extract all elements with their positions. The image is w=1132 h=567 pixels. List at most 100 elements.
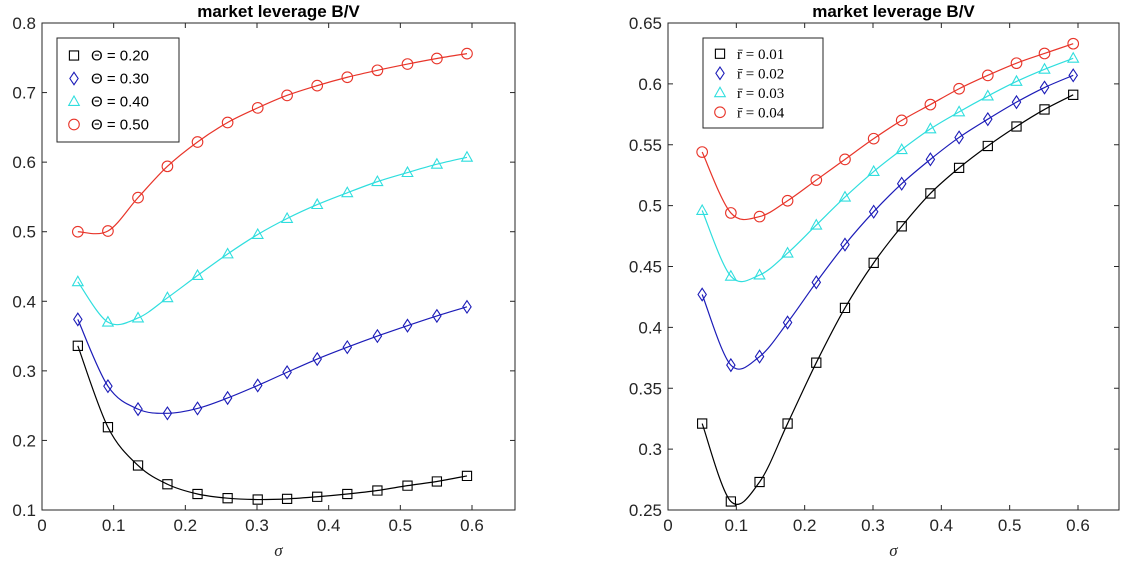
- data-point: [924, 122, 937, 134]
- data-point: [781, 194, 794, 207]
- data-point: [461, 47, 473, 60]
- y-tick-label: 0.7: [12, 84, 36, 103]
- data-point: [1010, 74, 1023, 86]
- data-point: [696, 146, 709, 158]
- legend-label: Θ = 0.50: [91, 117, 149, 134]
- legend-label: r̄ = 0.04: [737, 105, 785, 121]
- x-tick-label: 0.5: [389, 516, 413, 535]
- data-point: [431, 52, 443, 65]
- data-point: [810, 218, 823, 230]
- data-point: [103, 378, 113, 394]
- data-point: [401, 58, 414, 70]
- legend-marker: [714, 48, 726, 59]
- data-point: [925, 152, 936, 167]
- data-point: [222, 493, 233, 504]
- y-tick-label: 0.2: [12, 431, 36, 450]
- data-point: [281, 89, 293, 102]
- data-point: [191, 268, 204, 281]
- series-1: [697, 89, 1079, 507]
- data-point: [342, 340, 353, 355]
- y-tick-label: 0.45: [629, 258, 662, 277]
- data-point: [724, 269, 738, 281]
- x-tick-label: 0.4: [317, 516, 341, 535]
- data-point: [754, 349, 765, 364]
- series-4: [696, 37, 1080, 223]
- legend-label: r̄ = 0.01: [737, 47, 784, 63]
- data-point: [839, 153, 851, 166]
- y-tick-label: 0.5: [638, 197, 662, 216]
- data-point: [132, 191, 144, 204]
- data-point: [191, 136, 204, 148]
- data-point: [953, 82, 965, 95]
- y-tick-label: 0.6: [12, 153, 36, 172]
- legend-marker: [714, 106, 726, 119]
- data-point: [782, 418, 793, 429]
- legend-marker: [69, 71, 79, 86]
- data-point: [161, 291, 174, 303]
- data-point: [954, 130, 964, 145]
- data-point: [811, 357, 822, 368]
- x-tick-label: 0.1: [102, 516, 126, 535]
- legend-label: r̄ = 0.02: [737, 66, 784, 82]
- data-point: [895, 142, 908, 155]
- data-point: [430, 157, 444, 169]
- x-tick-label: 0.3: [245, 516, 269, 535]
- data-point: [280, 211, 294, 223]
- data-point: [251, 102, 264, 114]
- legend-label: Θ = 0.20: [91, 48, 149, 65]
- data-point: [896, 176, 907, 191]
- data-point: [161, 160, 174, 173]
- data-point: [1066, 51, 1080, 63]
- legend: r̄ = 0.01 r̄ = 0.02 r̄ = 0.03 r̄ = 0.04: [702, 37, 824, 129]
- data-point: [952, 105, 966, 117]
- data-point: [101, 315, 115, 327]
- data-point: [1039, 104, 1050, 115]
- data-point: [1011, 94, 1022, 110]
- legend-marker: [68, 118, 80, 131]
- data-point: [1068, 89, 1079, 100]
- data-point: [1068, 68, 1079, 83]
- data-point: [726, 357, 736, 373]
- y-tick-label: 0.8: [12, 14, 36, 33]
- data-point: [221, 247, 234, 259]
- x-tick-label: 0.3: [861, 516, 885, 535]
- y-tick-label: 0.6: [638, 75, 662, 94]
- data-point: [868, 204, 879, 219]
- y-tick-label: 0.35: [629, 379, 662, 398]
- data-point: [460, 150, 474, 162]
- data-point: [372, 485, 383, 496]
- x-tick-label: 0: [37, 516, 46, 535]
- series-line: [77, 53, 468, 235]
- data-point: [282, 365, 292, 380]
- legend-marker: [713, 86, 727, 98]
- data-point: [371, 174, 384, 187]
- data-point: [221, 116, 234, 129]
- series-1: [72, 340, 473, 505]
- series-4: [71, 47, 473, 238]
- data-point: [71, 225, 84, 238]
- data-point: [982, 140, 993, 152]
- legend-label: Θ = 0.40: [91, 94, 149, 111]
- data-point: [1038, 47, 1051, 60]
- data-point: [132, 460, 144, 471]
- data-point: [252, 494, 263, 505]
- series-3: [71, 150, 474, 327]
- data-point: [162, 406, 173, 421]
- data-point: [251, 227, 264, 239]
- data-point: [810, 174, 823, 186]
- legend-box: [56, 37, 180, 143]
- legend-label: r̄ = 0.03: [737, 86, 784, 102]
- data-point: [71, 275, 85, 287]
- data-point: [162, 479, 173, 490]
- data-point: [839, 302, 851, 314]
- data-point: [867, 132, 880, 145]
- legend-marker: [67, 94, 81, 106]
- data-point: [372, 328, 383, 344]
- data-point: [782, 315, 793, 330]
- data-point: [401, 165, 414, 178]
- y-tick-label: 0.5: [12, 223, 36, 242]
- data-point: [838, 190, 852, 202]
- data-point: [953, 162, 965, 174]
- data-point: [72, 340, 83, 351]
